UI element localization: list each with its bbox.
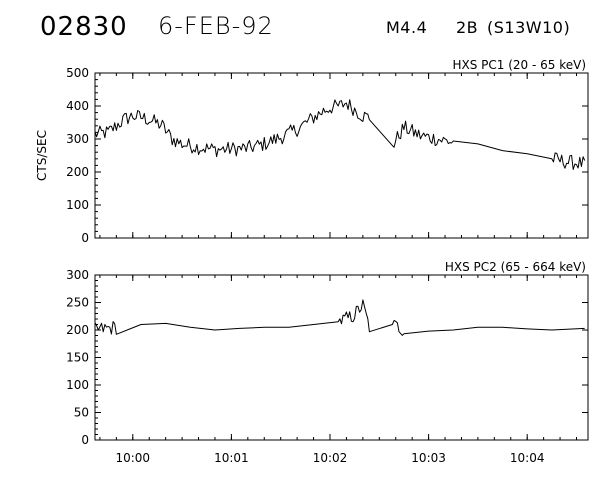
y-tick-label: 200: [66, 323, 89, 337]
y-tick-label: 0: [81, 231, 89, 245]
plot-frame: [94, 274, 589, 441]
pc2-panel: HXS PC2 (65 - 664 keV) 0 50 100 150 200 250 300: [66, 260, 589, 447]
panel-title: HXS PC2 (65 - 664 keV): [445, 260, 586, 274]
y-tick-label: 0: [81, 433, 89, 447]
pc1-panel: HXS PC1 (20 - 65 keV) 0 100 200 300 400 500 CTS…: [35, 58, 589, 245]
flare-importance: 2B: [456, 18, 479, 37]
y-axis-title: CTS/SEC: [35, 130, 49, 181]
y-tick-label: 300: [66, 268, 89, 282]
x-tick-label: 10:02: [313, 451, 348, 465]
x-tick-label: 10:01: [214, 451, 249, 465]
flare-location: (S13W10): [487, 18, 571, 37]
y-tick-label: 200: [66, 165, 89, 179]
panel-title: HXS PC1 (20 - 65 keV): [452, 58, 586, 72]
series-line: [94, 99, 586, 170]
flare-class: M4.4: [386, 18, 428, 37]
y-tick-label: 400: [66, 99, 89, 113]
y-tick-label: 250: [66, 296, 89, 310]
event-id: 02830: [40, 12, 128, 42]
y-tick-label: 50: [74, 406, 89, 420]
plot-frame: [94, 72, 589, 239]
y-tick-label: 500: [66, 66, 89, 80]
x-tick-label: 10:03: [411, 451, 446, 465]
y-tick-label: 100: [66, 378, 89, 392]
y-tick-label: 100: [66, 198, 89, 212]
x-tick-label: 10:04: [510, 451, 545, 465]
y-tick-label: 150: [66, 351, 89, 365]
series-line: [94, 299, 585, 336]
event-date: 6-FEB-92: [158, 12, 274, 40]
y-tick-label: 300: [66, 132, 89, 146]
time-axis-labels: 10:00 10:01 10:02 10:03 10:04: [115, 451, 544, 465]
x-tick-label: 10:00: [115, 451, 150, 465]
